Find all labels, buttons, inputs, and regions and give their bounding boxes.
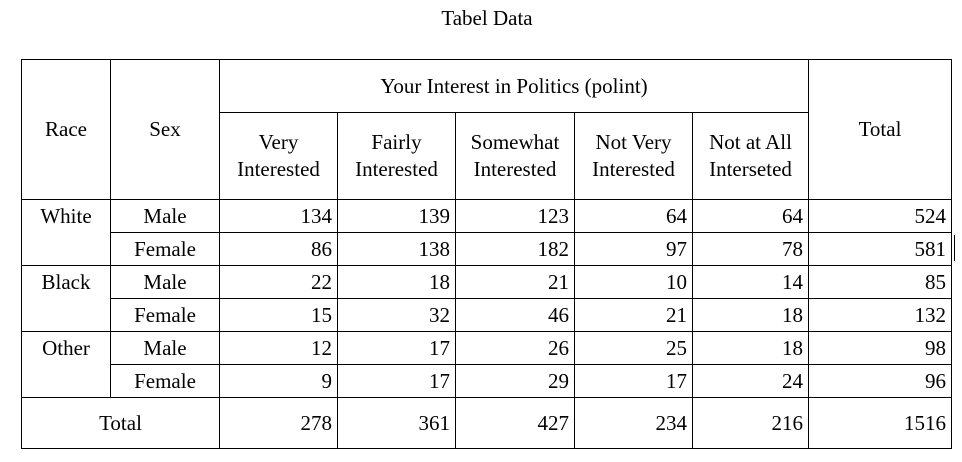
value-cell: 10 [575, 266, 693, 299]
value-cell: 78 [693, 233, 809, 266]
value-cell: 64 [575, 200, 693, 233]
header-fairly-interested: Fairly Interested [338, 113, 456, 200]
value-cell: 17 [338, 365, 456, 398]
value-cell: 26 [456, 332, 575, 365]
value-cell: 97 [575, 233, 693, 266]
column-total-cell: 427 [456, 398, 575, 449]
header-total: Total [809, 60, 952, 200]
header-not-very-interested: Not Very Interested [575, 113, 693, 200]
value-cell: 12 [220, 332, 338, 365]
value-cell: 9 [220, 365, 338, 398]
value-cell: 17 [575, 365, 693, 398]
table-row: Female 86 138 182 97 78 581 [22, 233, 952, 266]
sex-cell: Male [111, 200, 220, 233]
totals-label: Total [22, 398, 220, 449]
value-cell: 182 [456, 233, 575, 266]
row-total-cell: 581 [809, 233, 952, 266]
race-cell [22, 233, 111, 266]
value-cell: 123 [456, 200, 575, 233]
data-table: Race Sex Your Interest in Politics (poli… [21, 59, 952, 449]
value-cell: 18 [338, 266, 456, 299]
table-row: White Male 134 139 123 64 64 524 [22, 200, 952, 233]
race-cell [22, 299, 111, 332]
value-cell: 25 [575, 332, 693, 365]
value-cell: 21 [456, 266, 575, 299]
value-cell: 86 [220, 233, 338, 266]
totals-row: Total 278 361 427 234 216 1516 [22, 398, 952, 449]
value-cell: 138 [338, 233, 456, 266]
grand-total-cell: 1516 [809, 398, 952, 449]
value-cell: 18 [693, 332, 809, 365]
race-cell: Other [22, 332, 111, 365]
race-cell: Black [22, 266, 111, 299]
table-row: Black Male 22 18 21 10 14 85 [22, 266, 952, 299]
header-not-at-all-interested: Not at All Interseted [693, 113, 809, 200]
sex-cell: Male [111, 266, 220, 299]
value-cell: 139 [338, 200, 456, 233]
row-total-cell: 524 [809, 200, 952, 233]
value-cell: 29 [456, 365, 575, 398]
value-cell: 64 [693, 200, 809, 233]
column-total-cell: 234 [575, 398, 693, 449]
table-row: Female 15 32 46 21 18 132 [22, 299, 952, 332]
sex-cell: Male [111, 332, 220, 365]
value-cell: 134 [220, 200, 338, 233]
column-total-cell: 278 [220, 398, 338, 449]
value-cell: 21 [575, 299, 693, 332]
sex-cell: Female [111, 365, 220, 398]
column-total-cell: 216 [693, 398, 809, 449]
race-cell [22, 365, 111, 398]
value-cell: 22 [220, 266, 338, 299]
row-total-cell: 96 [809, 365, 952, 398]
header-interest-group: Your Interest in Politics (polint) [220, 60, 809, 113]
text-cursor-mark [954, 235, 955, 261]
table-row: Other Male 12 17 26 25 18 98 [22, 332, 952, 365]
sex-cell: Female [111, 233, 220, 266]
value-cell: 15 [220, 299, 338, 332]
column-total-cell: 361 [338, 398, 456, 449]
table-title: Tabel Data [0, 6, 962, 30]
table-row: Female 9 17 29 17 24 96 [22, 365, 952, 398]
value-cell: 32 [338, 299, 456, 332]
header-very-interested: Very Interested [220, 113, 338, 200]
sex-cell: Female [111, 299, 220, 332]
row-total-cell: 98 [809, 332, 952, 365]
value-cell: 17 [338, 332, 456, 365]
value-cell: 14 [693, 266, 809, 299]
header-sex: Sex [111, 60, 220, 200]
race-cell: White [22, 200, 111, 233]
value-cell: 18 [693, 299, 809, 332]
row-total-cell: 132 [809, 299, 952, 332]
header-race: Race [22, 60, 111, 200]
value-cell: 24 [693, 365, 809, 398]
value-cell: 46 [456, 299, 575, 332]
row-total-cell: 85 [809, 266, 952, 299]
header-somewhat-interested: Somewhat Interested [456, 113, 575, 200]
